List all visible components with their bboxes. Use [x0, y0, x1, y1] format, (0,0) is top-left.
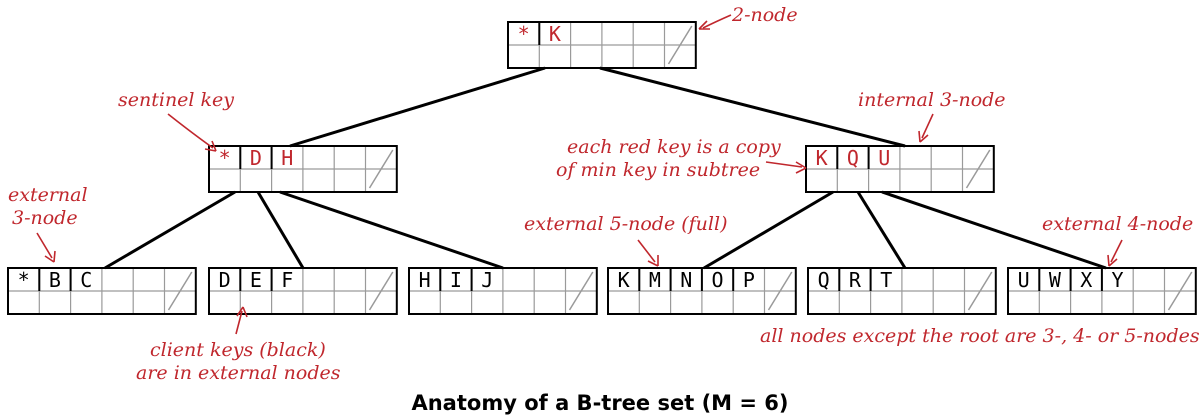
annotation-external-3-node-line1: external: [8, 184, 88, 206]
node-frame: [507, 21, 697, 69]
node-key: F: [281, 268, 293, 292]
node-frame: [408, 267, 598, 315]
edge-root-right: [599, 66, 906, 148]
node-key: *: [219, 146, 231, 170]
node-key: U: [878, 146, 890, 170]
tree-edges: [104, 66, 1107, 270]
node-key: K: [816, 146, 828, 170]
arrow-2-node: [702, 14, 732, 29]
edge-right-leaf6: [881, 190, 1107, 270]
null-link-slash: [667, 25, 693, 65]
node-leaf-1: * B C: [7, 267, 197, 315]
annotation-all-nodes: all nodes except the root are 3-, 4- or …: [760, 325, 1200, 347]
node-key: H: [419, 268, 431, 292]
node-frame: [1007, 267, 1197, 315]
annotation-red-key-line2: of min key in subtree: [556, 159, 760, 181]
node-frame: [607, 267, 797, 315]
arrow-external-5-node: [637, 239, 656, 263]
arrowhead-internal-3-node: [918, 130, 929, 143]
edge-right-leaf4: [703, 190, 834, 270]
annotation-sentinel-key: sentinel key: [118, 89, 234, 111]
node-key: W: [1049, 268, 1062, 292]
figure-caption: Anatomy of a B-tree set (M = 6): [411, 391, 788, 415]
node-key: J: [481, 268, 493, 292]
node-key: K: [549, 22, 561, 46]
node-key: X: [1080, 268, 1092, 292]
arrowhead-red-key: [795, 161, 807, 174]
node-key: O: [712, 268, 724, 292]
node-key: *: [518, 22, 530, 46]
node-left-internal: * D H: [208, 145, 398, 193]
node-key: Q: [847, 146, 859, 170]
node-key: D: [250, 146, 262, 170]
node-key: K: [618, 268, 630, 292]
node-key: C: [80, 268, 92, 292]
node-frame: [805, 145, 995, 193]
arrowhead-client-keys: [236, 306, 248, 318]
node-key: Y: [1112, 268, 1124, 292]
arrow-sentinel-key: [167, 113, 214, 149]
node-key: R: [849, 268, 862, 292]
arrow-internal-3-node: [921, 113, 934, 139]
arrowhead-external-5-node: [647, 255, 659, 267]
null-link-slash: [568, 271, 594, 311]
arrowhead-external-4-node: [1107, 254, 1118, 267]
null-link-slash: [965, 149, 991, 189]
node-key: *: [18, 268, 30, 292]
node-frame: [807, 267, 997, 315]
edge-left-leaf2: [256, 191, 305, 269]
arrowhead-external-3-node: [44, 250, 56, 263]
node-key: E: [250, 268, 262, 292]
edge-left-leaf1: [104, 190, 236, 270]
node-frame: [7, 267, 197, 315]
node-key: T: [880, 268, 892, 292]
arrowhead-sentinel-key: [204, 140, 217, 152]
node-key: Q: [818, 268, 830, 292]
node-frame: [208, 267, 398, 315]
node-key: P: [743, 268, 755, 292]
arrow-external-3-node: [36, 232, 53, 259]
edge-left-leaf3: [279, 190, 504, 270]
node-key: D: [219, 268, 231, 292]
arrow-red-key: [765, 161, 803, 168]
node-frame: [208, 145, 398, 193]
annotation-external-3-node-line2: 3-node: [12, 207, 78, 229]
annotation-external-4-node: external 4-node: [1042, 213, 1193, 235]
node-key: N: [680, 268, 692, 292]
arrow-client-keys: [235, 310, 243, 335]
annotation-client-keys-line1: client keys (black): [150, 339, 326, 361]
node-root: * K: [507, 21, 697, 69]
node-key: I: [450, 268, 462, 292]
null-link-slash: [1167, 271, 1193, 311]
annotation-client-keys-line2: are in external nodes: [136, 362, 341, 384]
node-key: U: [1018, 268, 1030, 292]
node-key: H: [281, 146, 293, 170]
arrowhead-2-node: [698, 20, 710, 30]
null-link-slash: [967, 271, 993, 311]
annotation-internal-3-node: internal 3-node: [858, 89, 1006, 111]
tree-nodes: * K* D H K Q U* B C D E F H I J K M N O P Q R T U W X Y: [7, 21, 1197, 315]
node-key: M: [649, 268, 661, 292]
annotation-2-node: 2-node: [731, 4, 798, 26]
edge-right-leaf5: [856, 191, 907, 269]
node-key: B: [49, 268, 61, 292]
annotation-external-5-node: external 5-node (full): [524, 213, 727, 235]
null-link-slash: [368, 149, 394, 189]
null-link-slash: [368, 271, 394, 311]
annotation-red-key-line1: each red key is a copy: [567, 136, 781, 158]
annotations: 2-node sentinel key internal 3-node each…: [8, 4, 1200, 384]
null-link-slash: [167, 271, 193, 311]
null-link-slash: [767, 271, 793, 311]
arrow-external-4-node: [1110, 239, 1123, 263]
edge-root-left: [289, 66, 546, 148]
